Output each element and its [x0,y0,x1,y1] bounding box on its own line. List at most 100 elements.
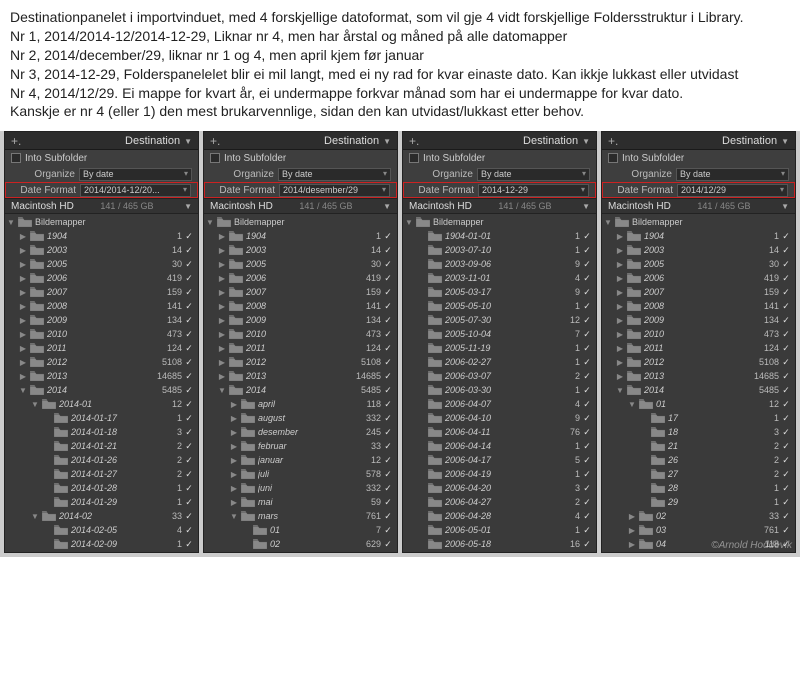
volume-row[interactable]: Macintosh HD141 / 465 GB▼ [204,198,397,214]
tree-row[interactable]: 2003-07-101✓ [403,243,596,257]
expand-icon[interactable]: ▼ [628,400,636,409]
folder-check-icon[interactable]: ✓ [781,497,791,508]
folder-check-icon[interactable]: ✓ [184,385,194,396]
folder-check-icon[interactable]: ✓ [383,231,393,242]
folder-check-icon[interactable]: ✓ [184,455,194,466]
folder-check-icon[interactable]: ✓ [781,413,791,424]
tree-row[interactable]: ▶juli578✓ [204,467,397,481]
tree-row[interactable]: ▶201314685✓ [602,369,795,383]
expand-icon[interactable]: ▶ [218,246,226,255]
expand-icon[interactable]: ▶ [616,344,624,353]
date-format-select[interactable]: 2014/desember/29 [279,184,390,197]
tree-row[interactable]: 1904-01-011✓ [403,229,596,243]
folder-check-icon[interactable]: ✓ [184,413,194,424]
folder-check-icon[interactable]: ✓ [184,469,194,480]
tree-row[interactable]: 171✓ [602,411,795,425]
organize-select[interactable]: By date [676,168,789,181]
folder-check-icon[interactable]: ✓ [582,371,592,382]
expand-icon[interactable]: ▶ [218,372,226,381]
tree-row[interactable]: 2014-01-262✓ [5,453,198,467]
tree-row[interactable]: 2005-03-179✓ [403,285,596,299]
folder-check-icon[interactable]: ✓ [781,329,791,340]
folder-check-icon[interactable]: ✓ [582,469,592,480]
tree-row[interactable]: 2014-02-091✓ [5,537,198,551]
folder-check-icon[interactable]: ✓ [781,231,791,242]
folder-check-icon[interactable]: ✓ [781,301,791,312]
expand-icon[interactable]: ▶ [616,288,624,297]
expand-icon[interactable]: ▶ [628,512,636,521]
folder-check-icon[interactable]: ✓ [582,483,592,494]
folder-check-icon[interactable]: ✓ [184,511,194,522]
tree-row[interactable]: 2005-11-191✓ [403,341,596,355]
tree-row[interactable]: ▼2014-0112✓ [5,397,198,411]
folder-check-icon[interactable]: ✓ [184,273,194,284]
panel-header[interactable]: +.Destination▼ [602,132,795,150]
folder-check-icon[interactable]: ✓ [383,525,393,536]
folder-check-icon[interactable]: ✓ [781,427,791,438]
tree-row[interactable]: ▶2010473✓ [5,327,198,341]
expand-icon[interactable]: ▼ [218,386,226,395]
folder-check-icon[interactable]: ✓ [582,511,592,522]
tree-row[interactable]: ▼Bildemapper [5,215,198,229]
panel-header[interactable]: +.Destination▼ [403,132,596,150]
folder-check-icon[interactable]: ✓ [383,483,393,494]
folder-check-icon[interactable]: ✓ [582,315,592,326]
folder-check-icon[interactable]: ✓ [781,259,791,270]
expand-icon[interactable]: ▼ [206,218,214,227]
expand-icon[interactable]: ▶ [19,330,27,339]
folder-check-icon[interactable]: ✓ [383,539,393,550]
tree-row[interactable]: ▶04118✓ [602,537,795,551]
volume-row[interactable]: Macintosh HD141 / 465 GB▼ [602,198,795,214]
folder-check-icon[interactable]: ✓ [582,245,592,256]
folder-check-icon[interactable]: ✓ [781,343,791,354]
folder-check-icon[interactable]: ✓ [184,525,194,536]
folder-check-icon[interactable]: ✓ [781,455,791,466]
tree-row[interactable]: ▼20145485✓ [602,383,795,397]
tree-row[interactable]: ▶2008141✓ [204,299,397,313]
folder-check-icon[interactable]: ✓ [184,441,194,452]
tree-row[interactable]: 2006-04-1176✓ [403,425,596,439]
organize-select[interactable]: By date [477,168,590,181]
tree-row[interactable]: ▼Bildemapper [403,215,596,229]
folder-check-icon[interactable]: ✓ [184,301,194,312]
expand-icon[interactable]: ▶ [628,526,636,535]
tree-row[interactable]: 2005-07-3012✓ [403,313,596,327]
tree-row[interactable]: ▶2010473✓ [602,327,795,341]
tree-row[interactable]: ▶03761✓ [602,523,795,537]
expand-icon[interactable]: ▶ [19,302,27,311]
date-format-select[interactable]: 2014/2014-12/20... [80,184,191,197]
add-icon[interactable]: +. [210,134,220,148]
tree-row[interactable]: ▶2007159✓ [5,285,198,299]
panel-header[interactable]: +.Destination▼ [5,132,198,150]
folder-check-icon[interactable]: ✓ [383,245,393,256]
folder-check-icon[interactable]: ✓ [184,329,194,340]
folder-check-icon[interactable]: ✓ [383,497,393,508]
folder-check-icon[interactable]: ✓ [781,287,791,298]
tree-row[interactable]: ▶juni332✓ [204,481,397,495]
folder-check-icon[interactable]: ✓ [184,497,194,508]
folder-check-icon[interactable]: ✓ [582,357,592,368]
tree-row[interactable]: 2006-04-203✓ [403,481,596,495]
tree-row[interactable]: ▶200530✓ [602,257,795,271]
tree-row[interactable]: ▶19041✓ [5,229,198,243]
folder-check-icon[interactable]: ✓ [781,315,791,326]
tree-row[interactable]: ▶2008141✓ [5,299,198,313]
tree-row[interactable]: ▶2006419✓ [204,271,397,285]
tree-row[interactable]: 2006-04-141✓ [403,439,596,453]
tree-row[interactable]: ▶april118✓ [204,397,397,411]
expand-icon[interactable]: ▶ [218,344,226,353]
folder-check-icon[interactable]: ✓ [184,483,194,494]
expand-icon[interactable]: ▶ [616,330,624,339]
folder-check-icon[interactable]: ✓ [184,287,194,298]
folder-check-icon[interactable]: ✓ [582,413,592,424]
chevron-down-icon[interactable]: ▼ [582,202,590,211]
folder-check-icon[interactable]: ✓ [383,329,393,340]
folder-check-icon[interactable]: ✓ [383,301,393,312]
folder-check-icon[interactable]: ✓ [383,413,393,424]
expand-icon[interactable]: ▶ [616,246,624,255]
tree-row[interactable]: ▶desember245✓ [204,425,397,439]
expand-icon[interactable]: ▶ [230,442,238,451]
tree-row[interactable]: ▶201314685✓ [204,369,397,383]
expand-icon[interactable]: ▶ [19,246,27,255]
tree-row[interactable]: 281✓ [602,481,795,495]
